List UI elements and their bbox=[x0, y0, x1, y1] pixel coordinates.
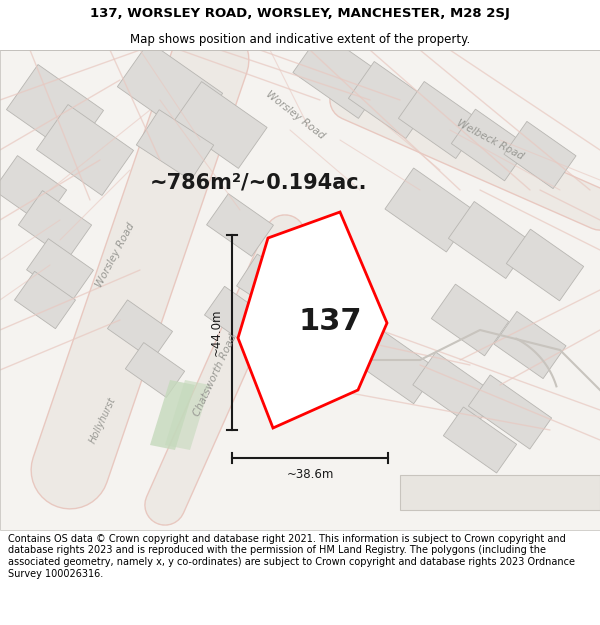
FancyBboxPatch shape bbox=[205, 286, 266, 344]
FancyBboxPatch shape bbox=[451, 109, 529, 181]
FancyBboxPatch shape bbox=[26, 239, 94, 301]
FancyBboxPatch shape bbox=[398, 81, 482, 159]
FancyBboxPatch shape bbox=[431, 284, 509, 356]
FancyBboxPatch shape bbox=[494, 311, 566, 379]
FancyBboxPatch shape bbox=[413, 352, 497, 428]
FancyBboxPatch shape bbox=[14, 271, 76, 329]
Polygon shape bbox=[238, 212, 387, 428]
FancyBboxPatch shape bbox=[19, 191, 92, 259]
FancyBboxPatch shape bbox=[443, 407, 517, 473]
Polygon shape bbox=[150, 380, 195, 450]
FancyBboxPatch shape bbox=[385, 168, 475, 252]
Text: 137: 137 bbox=[299, 307, 362, 336]
Text: Contains OS data © Crown copyright and database right 2021. This information is : Contains OS data © Crown copyright and d… bbox=[8, 534, 575, 579]
FancyBboxPatch shape bbox=[286, 300, 374, 380]
FancyBboxPatch shape bbox=[349, 61, 431, 139]
FancyBboxPatch shape bbox=[469, 375, 551, 449]
FancyBboxPatch shape bbox=[0, 156, 67, 224]
FancyBboxPatch shape bbox=[7, 64, 104, 156]
FancyBboxPatch shape bbox=[352, 326, 438, 404]
Text: Worsley Road: Worsley Road bbox=[264, 89, 326, 141]
Text: 137, WORSLEY ROAD, WORSLEY, MANCHESTER, M28 2SJ: 137, WORSLEY ROAD, WORSLEY, MANCHESTER, … bbox=[90, 8, 510, 21]
FancyBboxPatch shape bbox=[293, 32, 387, 118]
FancyBboxPatch shape bbox=[118, 42, 223, 138]
Text: Welbeck Road: Welbeck Road bbox=[455, 118, 525, 162]
Text: Chatsworth Road: Chatsworth Road bbox=[191, 332, 238, 418]
Polygon shape bbox=[400, 475, 600, 510]
Text: Map shows position and indicative extent of the property.: Map shows position and indicative extent… bbox=[130, 32, 470, 46]
Text: ~786m²/~0.194ac.: ~786m²/~0.194ac. bbox=[149, 172, 367, 192]
FancyBboxPatch shape bbox=[206, 194, 274, 256]
Text: Hollyhurst: Hollyhurst bbox=[88, 395, 118, 445]
FancyBboxPatch shape bbox=[107, 300, 173, 360]
FancyBboxPatch shape bbox=[504, 121, 576, 189]
FancyBboxPatch shape bbox=[136, 109, 214, 181]
FancyBboxPatch shape bbox=[125, 342, 185, 398]
FancyBboxPatch shape bbox=[506, 229, 584, 301]
FancyBboxPatch shape bbox=[448, 201, 532, 279]
FancyBboxPatch shape bbox=[173, 82, 267, 168]
FancyBboxPatch shape bbox=[37, 104, 134, 196]
Polygon shape bbox=[165, 380, 210, 450]
Text: ~38.6m: ~38.6m bbox=[286, 468, 334, 481]
Text: Worsley Road: Worsley Road bbox=[94, 221, 136, 289]
FancyBboxPatch shape bbox=[236, 254, 304, 316]
Text: ~44.0m: ~44.0m bbox=[209, 309, 223, 356]
